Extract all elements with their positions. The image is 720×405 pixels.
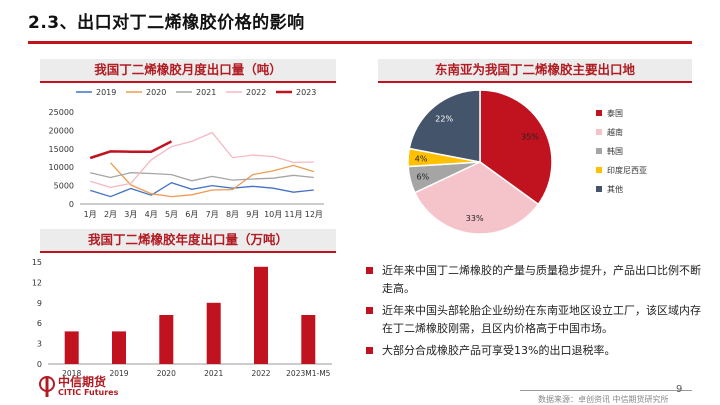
page-number: 9	[676, 384, 683, 395]
x-tick-label: 2021	[204, 369, 223, 378]
y-tick-label: 5000	[54, 182, 74, 191]
footer-line	[520, 390, 692, 391]
x-tick-label: 4月	[145, 210, 158, 219]
bullet-list: 近年来中国丁二烯橡胶的产量与质量稳步提升，产品出口比例不断走高。 近年来中国头部…	[364, 262, 704, 364]
legend-label: 越南	[607, 127, 623, 137]
x-tick-label: 9月	[246, 210, 259, 219]
x-tick-label: 2019	[109, 369, 128, 378]
pie-slice	[408, 89, 481, 163]
pie-header-underline	[378, 81, 692, 83]
legend-label: 2023	[296, 88, 316, 97]
bar	[64, 331, 79, 364]
x-tick-label: 11月	[284, 210, 302, 219]
y-tick-label: 6	[37, 319, 42, 328]
pie-chart-title: 东南亚为我国丁二烯橡胶主要出口地	[434, 62, 635, 77]
logo-text-en: CITIC Futures	[58, 388, 119, 397]
y-tick-label: 25000	[49, 108, 74, 117]
logo-text-cn: 中信期货	[58, 375, 107, 389]
y-tick-label: 20000	[49, 126, 74, 135]
y-tick-label: 0	[37, 360, 42, 369]
bullet-item: 大部分合成橡胶产品可享受13%的出口退税率。	[364, 342, 704, 360]
monthly-export-line-chart: 2019 2020 2021 2022 2023 0 5000 10000 15000 20000…	[49, 88, 324, 219]
x-tick-label: 7月	[206, 210, 219, 219]
pie-data-label: 6%	[416, 173, 429, 182]
legend-label: 印度尼西亚	[607, 165, 647, 175]
page-title: 2.3、出口对丁二烯橡胶价格的影响	[28, 13, 305, 33]
x-tick-label: 5月	[165, 210, 178, 219]
series-line-2020	[110, 162, 314, 198]
series-line-2023	[89, 140, 173, 160]
x-tick-label: 1月	[84, 210, 97, 219]
legend-label: 其他	[607, 184, 623, 194]
y-tick-label: 0	[69, 200, 74, 209]
legend-label: 2021	[196, 88, 216, 97]
series-line-2019	[90, 181, 314, 198]
pie-slice	[413, 161, 540, 235]
y-tick-label: 15	[32, 258, 42, 267]
pie-data-label: 33%	[466, 214, 484, 223]
annual-chart-header: 我国丁二烯橡胶年度出口量（万吨）	[40, 229, 336, 251]
series-line-2021	[90, 172, 314, 182]
y-tick-label: 9	[37, 299, 42, 308]
citic-logo-icon	[39, 376, 55, 397]
x-tick-label: 2020	[157, 369, 176, 378]
x-tick-label: 8月	[226, 210, 239, 219]
bar	[112, 331, 126, 364]
legend-label: 韩国	[607, 146, 623, 156]
bar	[159, 315, 174, 364]
legend-label: 2019	[96, 88, 116, 97]
monthly-chart-title: 我国丁二烯橡胶月度出口量（吨）	[94, 62, 282, 77]
x-tick-label: 2018	[62, 369, 81, 378]
y-tick-label: 3	[37, 340, 42, 349]
pie-data-label: 4%	[415, 154, 428, 163]
legend-swatch	[596, 110, 602, 116]
y-tick-label: 12	[32, 278, 42, 287]
bar	[301, 315, 316, 364]
x-tick-label: 10月	[264, 210, 282, 219]
x-tick-label: 12月	[305, 210, 323, 219]
y-tick-label: 15000	[49, 145, 74, 154]
legend-swatch	[596, 148, 602, 154]
legend-swatch	[596, 167, 602, 173]
y-tick-label: 10000	[49, 163, 74, 172]
legend-swatch	[596, 129, 602, 135]
x-tick-label: 2月	[104, 210, 117, 219]
x-tick-label: 2023M1-M5	[286, 369, 331, 378]
annual-chart-title: 我国丁二烯橡胶年度出口量（万吨）	[87, 232, 288, 247]
x-tick-label: 2022	[251, 369, 270, 378]
annual-export-bar-chart: 0 3 6 9 12 15 2018 2019 2020 2021 2022 2023M1-M5	[32, 258, 332, 378]
monthly-header-underline	[40, 81, 336, 83]
bar	[206, 302, 221, 364]
legend-label: 2022	[246, 88, 266, 97]
x-tick-label: 6月	[185, 210, 198, 219]
footer-source: 数据来源：卓创资讯 中信期货研究所	[538, 395, 669, 404]
pie-data-label: 35%	[521, 133, 539, 142]
annual-header-underline	[40, 251, 336, 253]
pie-chart-header: 东南亚为我国丁二烯橡胶主要出口地	[378, 59, 692, 81]
bar	[254, 266, 268, 364]
monthly-chart-header: 我国丁二烯橡胶月度出口量（吨）	[40, 59, 336, 81]
series-line-2022	[90, 131, 314, 189]
x-tick-label: 3月	[124, 210, 137, 219]
pie-data-label: 22%	[435, 115, 453, 124]
pie-slice	[479, 89, 553, 206]
legend-swatch	[596, 186, 602, 192]
title-rule	[28, 41, 692, 44]
bullet-item: 近年来中国丁二烯橡胶的产量与质量稳步提升，产品出口比例不断走高。	[364, 262, 704, 298]
bullet-item: 近年来中国头部轮胎企业纷纷在东南亚地区设立工厂，该区域内存在丁二烯橡胶刚需，且区…	[364, 302, 704, 338]
legend-label: 泰国	[607, 108, 623, 118]
legend-label: 2020	[146, 88, 166, 97]
